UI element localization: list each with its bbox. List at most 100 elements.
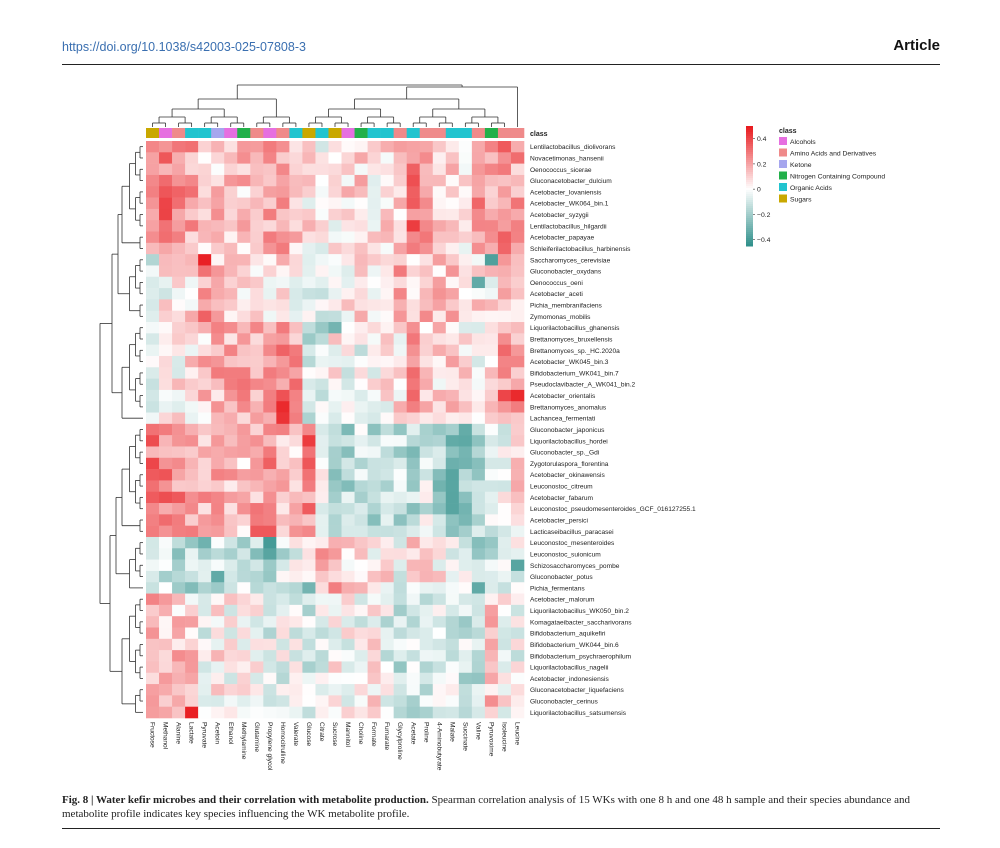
- heatmap-cell: [146, 627, 160, 640]
- colorbar-segment: [746, 208, 753, 211]
- heatmap-cell: [224, 638, 238, 651]
- heatmap-cell: [289, 208, 303, 221]
- heatmap-cell: [237, 480, 251, 493]
- heatmap-figure: class Lentilactobacillus_diolivoransNova…: [99, 84, 885, 771]
- heatmap-cell: [484, 152, 499, 164]
- heatmap-cell: [432, 208, 447, 221]
- heatmap-cell: [432, 514, 447, 526]
- column-label: Pyruvate: [201, 722, 208, 748]
- heatmap-cell: [198, 197, 212, 210]
- heatmap-cell: [263, 378, 277, 391]
- heatmap-cell: [172, 548, 186, 560]
- heatmap-cell: [159, 503, 173, 515]
- column-label: Propylene glycol: [266, 722, 273, 771]
- heatmap-cell: [432, 469, 447, 481]
- heatmap-cell: [432, 231, 447, 244]
- row-label: Liquorilactobacillus_WK050_bin.2: [530, 608, 629, 615]
- class-bar-cell: [263, 128, 277, 138]
- heatmap-cell: [367, 310, 381, 323]
- class-bar-cell: [211, 128, 225, 138]
- heatmap-cell: [432, 186, 447, 198]
- heatmap-cell: [497, 265, 512, 278]
- heatmap-cell: [354, 152, 368, 164]
- heatmap-cell: [276, 514, 290, 526]
- heatmap-cell: [237, 367, 251, 379]
- heatmap-cell: [185, 333, 199, 345]
- heatmap-cell: [159, 344, 173, 357]
- heatmap-cell: [224, 355, 238, 368]
- heatmap-cell: [497, 469, 512, 481]
- heatmap-cell: [146, 650, 160, 662]
- heatmap-cell: [458, 559, 473, 572]
- heatmap-cell: [458, 401, 473, 413]
- heatmap-cell: [198, 231, 212, 244]
- heatmap-cell: [380, 638, 394, 651]
- heatmap-cell: [471, 684, 486, 696]
- heatmap-cell: [276, 254, 290, 266]
- heatmap-cell: [224, 695, 238, 707]
- heatmap-cell: [263, 389, 277, 402]
- row-label: Schizosaccharomyces_pombe: [530, 563, 620, 570]
- heatmap-cell: [419, 355, 434, 368]
- heatmap-cell: [419, 174, 434, 187]
- heatmap-cell: [471, 322, 486, 334]
- heatmap-cell: [250, 208, 264, 221]
- heatmap-cell: [406, 650, 421, 662]
- heatmap-cell: [471, 412, 486, 425]
- heatmap-cell: [341, 197, 355, 210]
- heatmap-cell: [159, 355, 173, 368]
- row-label: Gluconobacter_cerinus: [530, 699, 599, 706]
- heatmap-cell: [393, 650, 407, 662]
- heatmap-cell: [198, 141, 212, 153]
- heatmap-cell: [393, 231, 407, 244]
- heatmap-cell: [471, 389, 486, 402]
- heatmap-cell: [497, 152, 512, 164]
- heatmap-cell: [211, 242, 225, 255]
- row-label: Komagataeibacter_saccharivorans: [530, 619, 632, 626]
- colorbar-segment: [746, 136, 753, 139]
- heatmap-cell: [471, 514, 486, 526]
- heatmap-cell: [289, 367, 303, 379]
- heatmap-cell: [276, 367, 290, 379]
- heatmap-cell: [146, 503, 160, 515]
- heatmap-cell: [354, 288, 368, 300]
- doi-link[interactable]: https://doi.org/10.1038/s42003-025-07808…: [62, 40, 306, 54]
- heatmap-cell: [250, 152, 264, 164]
- heatmap-cell: [146, 412, 160, 425]
- heatmap-cell: [367, 265, 381, 278]
- heatmap-cell: [237, 322, 251, 334]
- heatmap-cell: [198, 604, 212, 617]
- heatmap-cell: [211, 627, 225, 640]
- heatmap-cell: [510, 423, 525, 436]
- heatmap-cell: [185, 174, 199, 187]
- heatmap-cell: [471, 174, 486, 187]
- heatmap-cell: [198, 548, 212, 560]
- heatmap-cell: [315, 401, 329, 413]
- heatmap-cell: [432, 412, 447, 425]
- heatmap-cell: [198, 514, 212, 526]
- heatmap-cell: [406, 344, 421, 357]
- row-label: Liquorilactobacillus_nagelii: [530, 665, 609, 672]
- heatmap-cell: [471, 141, 486, 153]
- heatmap-cell: [289, 446, 303, 459]
- heatmap-cell: [211, 672, 225, 685]
- heatmap-cell: [211, 684, 225, 696]
- heatmap-cell: [406, 661, 421, 674]
- heatmap-cell: [354, 503, 368, 515]
- heatmap-cell: [406, 333, 421, 345]
- heatmap-cell: [471, 536, 486, 549]
- heatmap-cell: [198, 661, 212, 674]
- heatmap-cell: [172, 276, 186, 289]
- heatmap-cell: [172, 469, 186, 481]
- heatmap-cell: [328, 559, 342, 572]
- heatmap-cell: [289, 457, 303, 470]
- heatmap-cell: [211, 536, 225, 549]
- heatmap-cell: [250, 604, 264, 617]
- heatmap-cell: [380, 344, 394, 357]
- heatmap-cell: [471, 604, 486, 617]
- heatmap-cell: [263, 457, 277, 470]
- heatmap-cell: [471, 661, 486, 674]
- heatmap-cell: [263, 174, 277, 187]
- heatmap-cell: [354, 616, 368, 628]
- heatmap-cell: [367, 288, 381, 300]
